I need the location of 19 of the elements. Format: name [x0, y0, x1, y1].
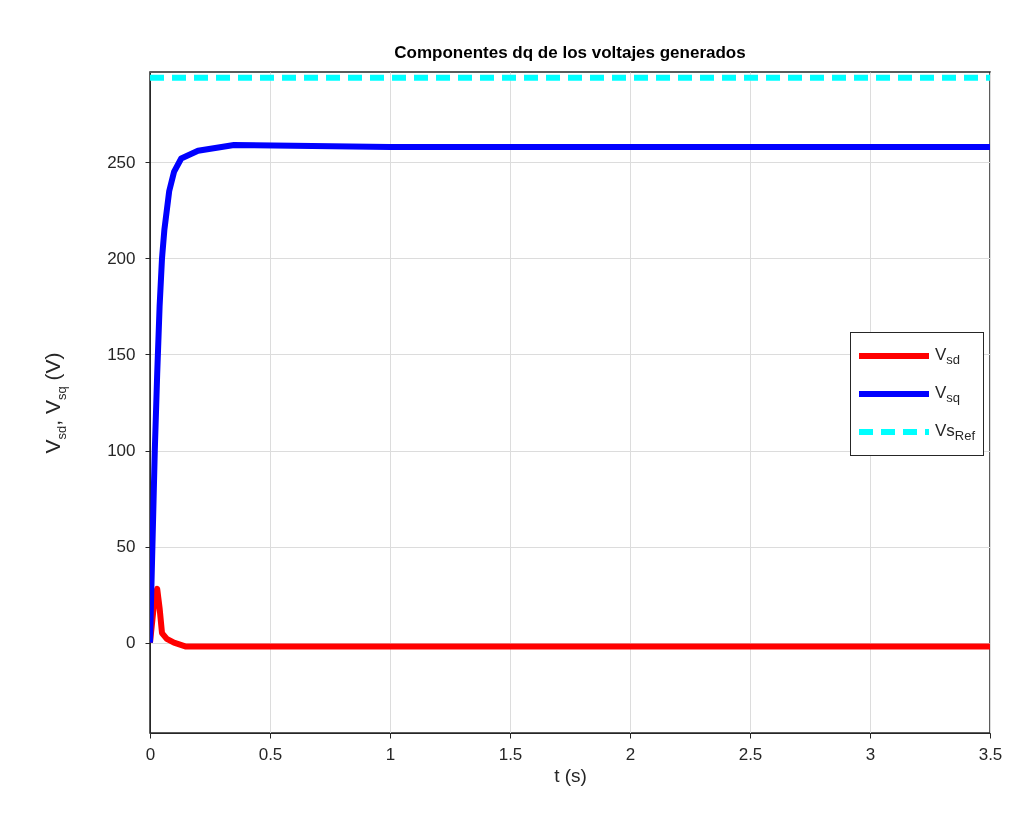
x-tick-label: 1.5 — [498, 744, 523, 764]
y-tick-label: 150 — [107, 344, 136, 364]
x-tick-label: 3.5 — [978, 744, 1003, 764]
y-tick-label: 0 — [126, 633, 136, 653]
legend-label: V$_{sq}$ — [934, 382, 960, 406]
x-tick-label: 0.5 — [258, 744, 283, 764]
x-tick-label: 2.5 — [738, 744, 763, 764]
legend-label: V$_{sd}$ — [934, 344, 960, 368]
y-tick-label: 50 — [116, 537, 136, 557]
legend-label: Vs$_{Ref}$ — [934, 420, 975, 444]
chart-title: Componentes dq de los voltajes generados — [394, 43, 746, 62]
x-tick-label: 2 — [625, 744, 636, 764]
y-tick-label: 100 — [107, 441, 136, 461]
y-tick-label: 200 — [107, 248, 136, 268]
x-axis-title: t (s) — [554, 764, 587, 786]
x-tick-label: 3 — [865, 744, 876, 764]
x-tick-label: 0 — [145, 744, 156, 764]
y-tick-label: 250 — [107, 152, 136, 172]
x-tick-label: 1 — [385, 744, 396, 764]
